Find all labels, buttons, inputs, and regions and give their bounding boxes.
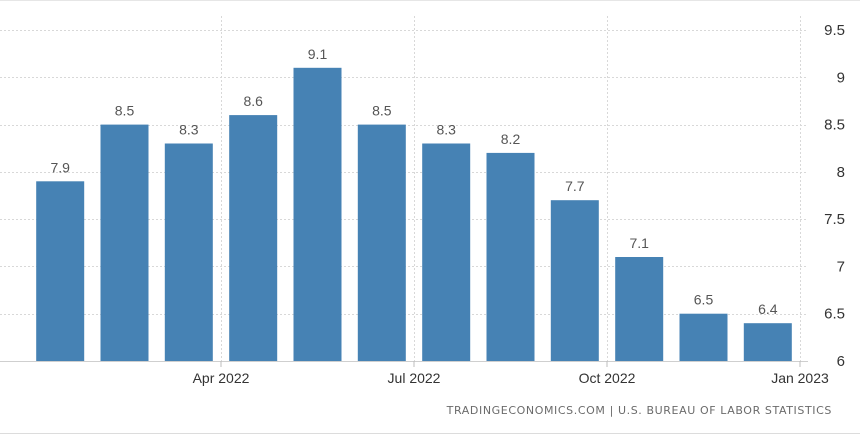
- y-tick-label: 8: [837, 164, 845, 181]
- bar: [679, 313, 728, 361]
- bar: [550, 200, 599, 361]
- y-tick-label: 6: [837, 353, 845, 370]
- bar: [357, 124, 406, 361]
- bars-layer: [36, 67, 792, 362]
- data-label: 6.5: [694, 292, 714, 308]
- x-tick-label: Jan 2023: [771, 370, 829, 386]
- data-label: 8.2: [501, 131, 521, 147]
- source-attribution: TRADINGECONOMICS.COM | U.S. BUREAU OF LA…: [446, 404, 832, 417]
- bar: [615, 257, 664, 361]
- data-label: 8.3: [179, 122, 199, 138]
- y-tick-label: 6.5: [824, 306, 845, 323]
- bottom-border: [0, 433, 860, 434]
- y-tick-label: 7.5: [824, 211, 845, 228]
- y-axis: 6 6.5 7 7.5 8 8.5 9 9.5: [824, 22, 845, 370]
- bar: [229, 115, 278, 361]
- bar: [36, 181, 85, 361]
- data-label: 8.3: [436, 122, 456, 138]
- x-axis: Apr 2022 Jul 2022 Oct 2022 Jan 2023: [193, 361, 829, 386]
- x-tick-label: Apr 2022: [193, 370, 250, 386]
- bar: [743, 323, 792, 361]
- bar: [293, 67, 342, 362]
- bar: [486, 152, 535, 361]
- bar: [100, 124, 149, 361]
- data-label: 8.5: [115, 103, 135, 119]
- data-label: 8.5: [372, 103, 392, 119]
- data-label: 7.9: [50, 159, 70, 175]
- x-tick-label: Jul 2022: [388, 370, 441, 386]
- data-label: 7.7: [565, 178, 585, 194]
- y-tick-label: 8.5: [824, 117, 845, 134]
- data-label: 8.6: [243, 93, 263, 109]
- data-label: 6.4: [758, 301, 778, 317]
- bar: [164, 143, 213, 361]
- top-border: [0, 0, 860, 1]
- x-tick-label: Oct 2022: [579, 370, 636, 386]
- y-tick-label: 9.5: [824, 22, 845, 39]
- y-tick-label: 9: [837, 69, 845, 86]
- y-tick-label: 7: [837, 258, 845, 275]
- data-labels-layer: 7.9 8.5 8.3 8.6 9.1 8.5 8.3 8.2 7.7 7.1 6.5 6.4: [50, 46, 777, 317]
- data-label: 7.1: [629, 235, 649, 251]
- bar: [422, 143, 471, 361]
- data-label: 9.1: [308, 46, 328, 62]
